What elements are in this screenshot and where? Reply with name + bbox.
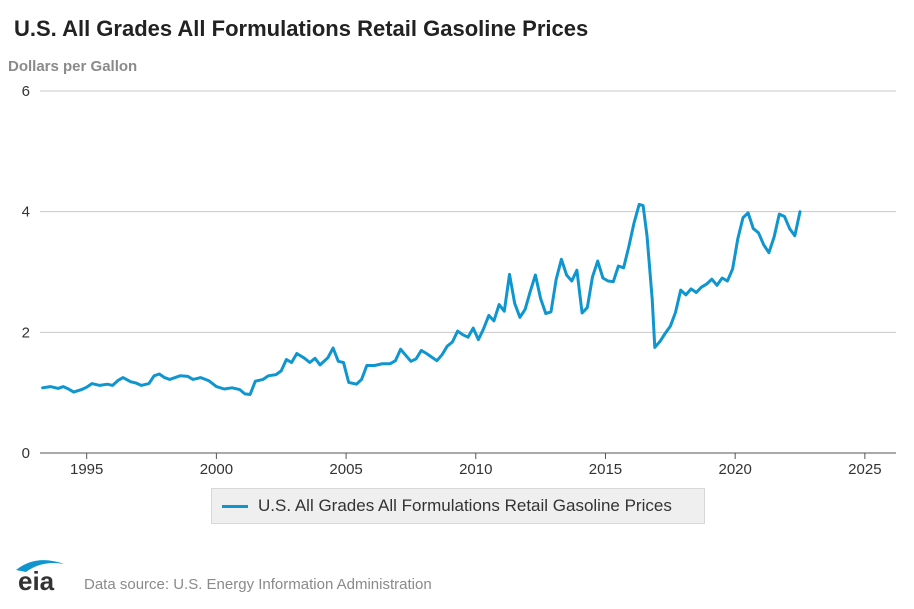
x-tick-label: 2000 — [200, 461, 233, 478]
x-tick-label: 2020 — [718, 461, 751, 478]
series-lines — [41, 202, 802, 396]
x-tick-label: 2015 — [589, 461, 622, 478]
legend-label: U.S. All Grades All Formulations Retail … — [258, 496, 672, 515]
x-tick-label: 2005 — [329, 461, 362, 478]
line-chart: 0 2 4 6 1995 2000 2005 2010 2015 2020 2025 — [22, 83, 896, 478]
x-tick-label: 2010 — [459, 461, 492, 478]
x-tick-label: 2025 — [848, 461, 881, 478]
series-line-0 — [41, 202, 802, 396]
gridlines — [40, 90, 896, 454]
legend-swatch — [222, 504, 248, 508]
data-source-note: Data source: U.S. Energy Information Adm… — [84, 576, 432, 593]
svg-text:eia: eia — [18, 566, 55, 596]
eia-logo-icon: eia — [16, 560, 64, 596]
x-tick-label: 1995 — [70, 461, 103, 478]
y-axis-label: Dollars per Gallon — [8, 58, 138, 75]
y-tick-label: 6 — [22, 83, 30, 100]
x-tick-labels: 1995 2000 2005 2010 2015 2020 2025 — [70, 453, 882, 478]
y-tick-label: 4 — [22, 204, 30, 221]
chart-title: U.S. All Grades All Formulations Retail … — [14, 16, 589, 41]
y-tick-labels: 0 2 4 6 — [22, 83, 30, 462]
legend[interactable]: U.S. All Grades All Formulations Retail … — [211, 488, 705, 524]
y-tick-label: 0 — [22, 445, 30, 462]
y-tick-label: 2 — [22, 324, 30, 341]
